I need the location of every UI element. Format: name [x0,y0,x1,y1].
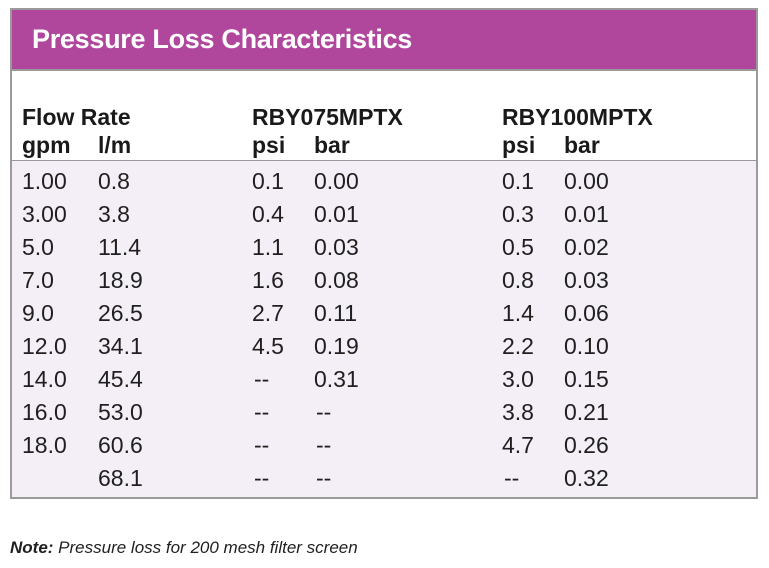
footnote: Note: Pressure loss for 200 mesh filter … [10,538,358,558]
cell-gpm: 1.00 [22,168,67,194]
cell-a-bar: 0.08 [314,267,359,293]
cell-b-bar: 0.32 [564,465,609,491]
header-rby100mptx: RBY100MPTX [502,104,653,130]
table-row: 18.0 60.6 -- -- 4.7 0.26 [12,429,756,462]
cell-gpm: 3.00 [22,201,67,227]
cell-b-bar: 0.01 [564,201,609,227]
cell-a-psi: -- [254,465,270,491]
header-flow-rate: Flow Rate [22,104,131,130]
header-b-psi: psi [502,132,536,158]
title-bar: Pressure Loss Characteristics [12,10,756,71]
cell-a-psi: 1.1 [252,234,284,260]
cell-a-psi: -- [254,366,270,392]
table-row: 5.0 11.4 1.1 0.03 0.5 0.02 [12,231,756,264]
cell-lm: 60.6 [98,432,143,458]
header-rby075mptx: RBY075MPTX [252,104,403,130]
cell-gpm: 16.0 [22,399,67,425]
table-row: 7.0 18.9 1.6 0.08 0.8 0.03 [12,264,756,297]
table-body: 1.00 0.8 0.1 0.00 0.1 0.00 3.00 3.8 0.4 0.01 0.3 0.… [12,161,756,497]
cell-a-bar: 0.03 [314,234,359,260]
table-row: 12.0 34.1 4.5 0.19 2.2 0.10 [12,330,756,363]
cell-lm: 45.4 [98,366,143,392]
cell-a-bar: -- [316,465,332,491]
cell-b-bar: 0.00 [564,168,609,194]
cell-gpm: 18.0 [22,432,67,458]
cell-gpm: 14.0 [22,366,67,392]
cell-lm: 34.1 [98,333,143,359]
cell-lm: 11.4 [98,234,142,260]
cell-gpm: 7.0 [22,267,54,293]
cell-a-bar: 0.11 [314,300,358,326]
cell-b-psi: 1.4 [502,300,534,326]
header-a-psi: psi [252,132,286,158]
cell-b-bar: 0.21 [564,399,609,425]
table-row: 14.0 45.4 -- 0.31 3.0 0.15 [12,363,756,396]
cell-b-psi: -- [504,465,520,491]
cell-lm: 26.5 [98,300,143,326]
table-row: 3.00 3.8 0.4 0.01 0.3 0.01 [12,198,756,231]
cell-lm: 3.8 [98,201,130,227]
cell-a-psi: 0.4 [252,201,284,227]
cell-b-bar: 0.15 [564,366,609,392]
cell-b-psi: 0.3 [502,201,534,227]
cell-b-bar: 0.03 [564,267,609,293]
cell-b-bar: 0.10 [564,333,609,359]
cell-a-psi: 2.7 [252,300,284,326]
cell-a-psi: 1.6 [252,267,284,293]
cell-b-psi: 0.5 [502,234,534,260]
note-text: Pressure loss for 200 mesh filter screen [53,538,358,557]
cell-a-psi: -- [254,399,270,425]
pressure-loss-table: Pressure Loss Characteristics Flow Rate … [10,8,758,499]
header-gpm: gpm [22,132,71,158]
cell-a-psi: -- [254,432,270,458]
cell-lm: 18.9 [98,267,143,293]
table-title: Pressure Loss Characteristics [32,24,413,54]
cell-a-bar: 0.31 [314,366,359,392]
cell-lm: 68.1 [98,465,143,491]
cell-a-bar: -- [316,432,332,458]
cell-a-bar: -- [316,399,332,425]
cell-b-bar: 0.02 [564,234,609,260]
cell-b-psi: 3.8 [502,399,534,425]
header-a-bar: bar [314,132,350,158]
cell-b-psi: 2.2 [502,333,534,359]
cell-a-psi: 0.1 [252,168,284,194]
cell-a-bar: 0.00 [314,168,359,194]
header-divider [12,160,756,161]
header-b-bar: bar [564,132,600,158]
cell-b-bar: 0.06 [564,300,609,326]
cell-a-bar: 0.01 [314,201,359,227]
cell-gpm: 9.0 [22,300,54,326]
cell-gpm: 5.0 [22,234,54,260]
cell-lm: 53.0 [98,399,143,425]
cell-a-psi: 4.5 [252,333,284,359]
table-row: 9.0 26.5 2.7 0.11 1.4 0.06 [12,297,756,330]
cell-b-psi: 0.1 [502,168,534,194]
cell-b-psi: 4.7 [502,432,534,458]
table-row: 1.00 0.8 0.1 0.00 0.1 0.00 [12,165,756,198]
cell-b-bar: 0.26 [564,432,609,458]
table-row: 16.0 53.0 -- -- 3.8 0.21 [12,396,756,429]
cell-b-psi: 3.0 [502,366,534,392]
cell-b-psi: 0.8 [502,267,534,293]
cell-gpm: 12.0 [22,333,67,359]
table-row: 68.1 -- -- -- 0.32 [12,462,756,495]
note-label: Note: [10,538,54,557]
cell-a-bar: 0.19 [314,333,359,359]
header-lm: l/m [98,132,132,158]
cell-lm: 0.8 [98,168,130,194]
